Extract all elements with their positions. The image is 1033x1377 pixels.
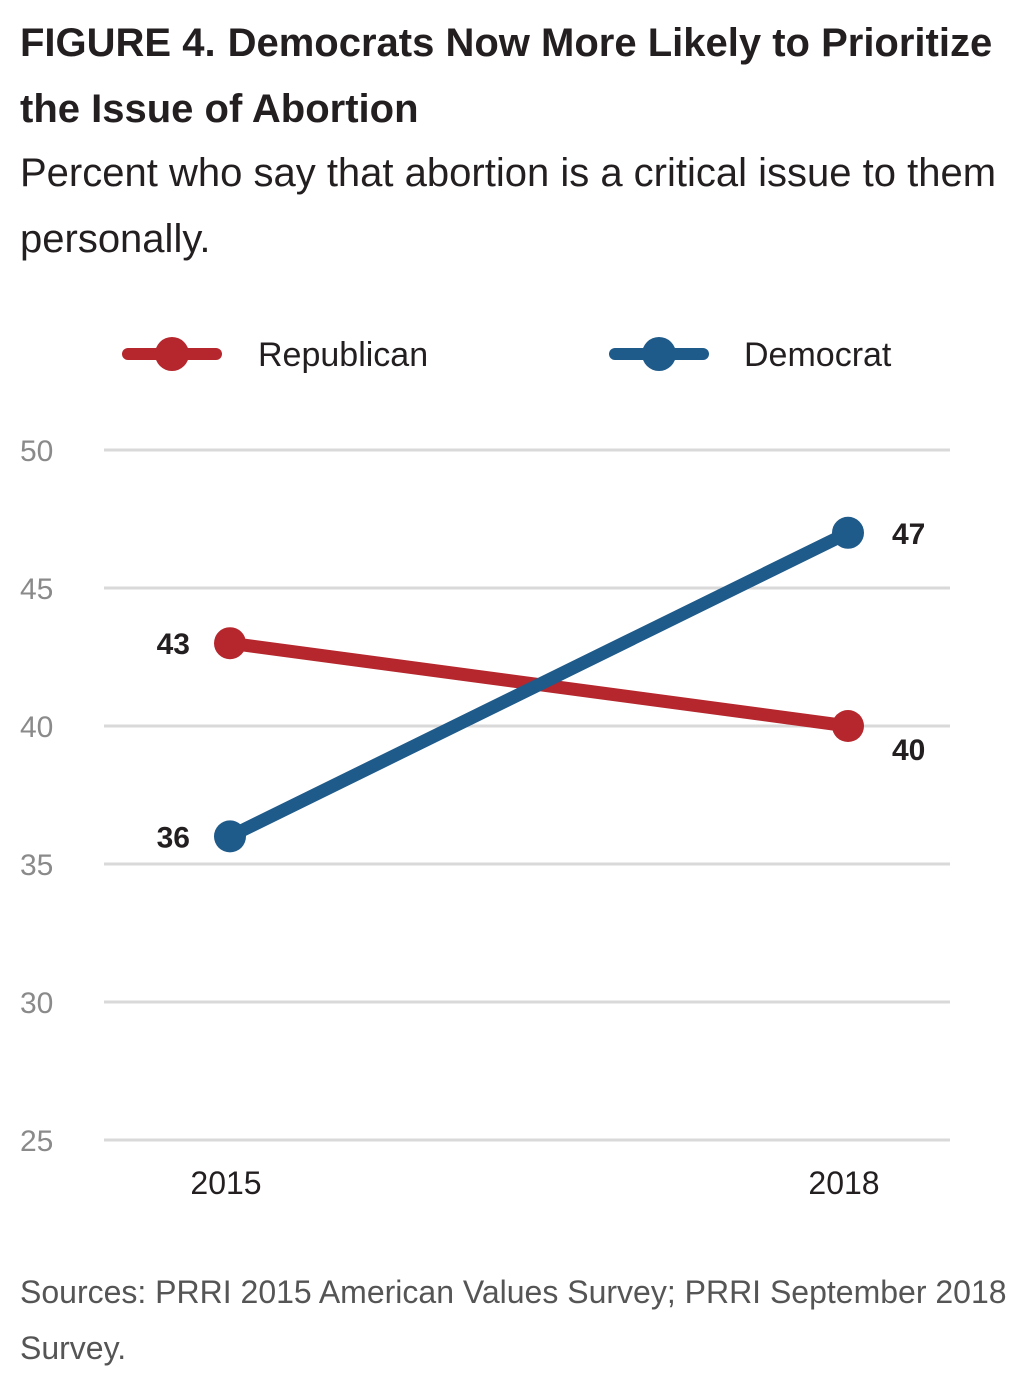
legend-item-republican: Republican: [122, 336, 428, 374]
data-point-republican: [832, 710, 864, 742]
series-layer: 43 40 36 47: [157, 516, 925, 854]
series-democrat: [223, 526, 855, 843]
source-note: Sources: PRRI 2015 American Values Surve…: [20, 1274, 1007, 1366]
legend-label: Republican: [258, 336, 428, 374]
y-tick-label: 25: [20, 1125, 53, 1158]
data-label-democrat: 47: [892, 518, 925, 551]
data-label-democrat: 36: [157, 821, 190, 854]
legend: Republican Democrat: [122, 336, 892, 374]
x-tick-label: 2015: [190, 1165, 261, 1201]
figure-label: FIGURE 4.: [20, 21, 216, 65]
gridlines: [104, 448, 950, 1142]
chart-subtitle: Percent who say that abortion is a criti…: [20, 151, 997, 261]
y-tick-label: 45: [20, 573, 53, 606]
x-tick-label: 2018: [808, 1165, 879, 1201]
x-axis-ticks: 2015 2018: [190, 1165, 879, 1201]
y-tick-label: 50: [20, 435, 53, 468]
legend-item-democrat: Democrat: [609, 336, 892, 374]
legend-swatch-dot: [642, 337, 676, 371]
data-point-democrat: [832, 516, 864, 549]
y-tick-label: 35: [20, 849, 53, 882]
series-points-republican: 43 40: [157, 627, 925, 767]
y-axis-ticks: 25 30 35 40 45 50: [20, 435, 53, 1158]
series-line-democrat: [223, 526, 855, 843]
legend-swatch-dot: [155, 337, 189, 371]
data-label-republican: 40: [892, 734, 925, 767]
chart-title: FIGURE 4. Democrats Now More Likely to Pr…: [20, 10, 1010, 142]
data-label-republican: 43: [157, 628, 190, 661]
legend-label: Democrat: [744, 336, 892, 374]
chart-title-text: Democrats Now More Likely to Prioritize …: [20, 21, 993, 131]
series-points-democrat: 36 47: [157, 516, 925, 854]
data-point-democrat: [214, 820, 246, 853]
data-point-republican: [214, 627, 246, 660]
y-tick-label: 40: [20, 711, 53, 744]
y-tick-label: 30: [20, 987, 53, 1020]
